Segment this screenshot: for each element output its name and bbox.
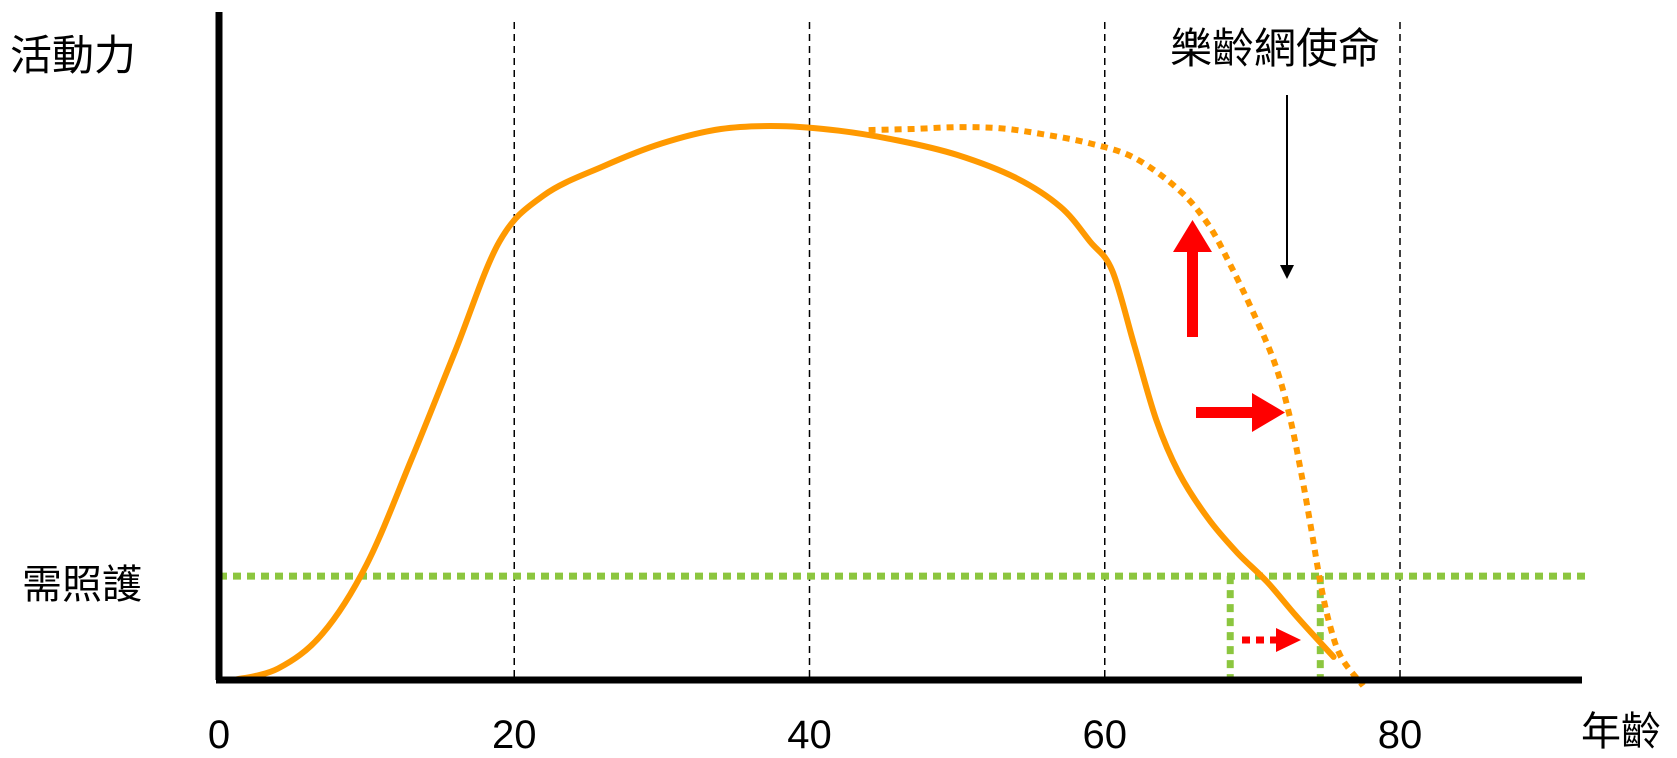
annotation-arrows — [1173, 95, 1301, 652]
series-group — [230, 123, 1366, 688]
dotted-right-arrow-head — [1276, 628, 1301, 652]
current-activity-curve — [230, 123, 1337, 683]
x-tick-40: 40 — [787, 713, 832, 757]
up-arrow — [1173, 220, 1212, 337]
x-axis-label: 年齡 — [1581, 709, 1661, 755]
y-axis-label: 活動力 — [10, 31, 136, 80]
mission-label: 樂齡網使命 — [1170, 24, 1380, 73]
x-tick-0: 0 — [208, 713, 230, 757]
threshold-label: 需照護 — [22, 562, 142, 608]
x-tick-20: 20 — [492, 713, 537, 757]
grid-lines — [513, 22, 1401, 680]
projected-activity-curve — [868, 124, 1366, 688]
care-threshold — [219, 572, 1590, 680]
x-tick-labels: 0 20 40 60 80 — [208, 713, 1422, 757]
right-arrow — [1196, 393, 1285, 432]
x-tick-60: 60 — [1083, 713, 1128, 757]
x-tick-80: 80 — [1378, 713, 1423, 757]
